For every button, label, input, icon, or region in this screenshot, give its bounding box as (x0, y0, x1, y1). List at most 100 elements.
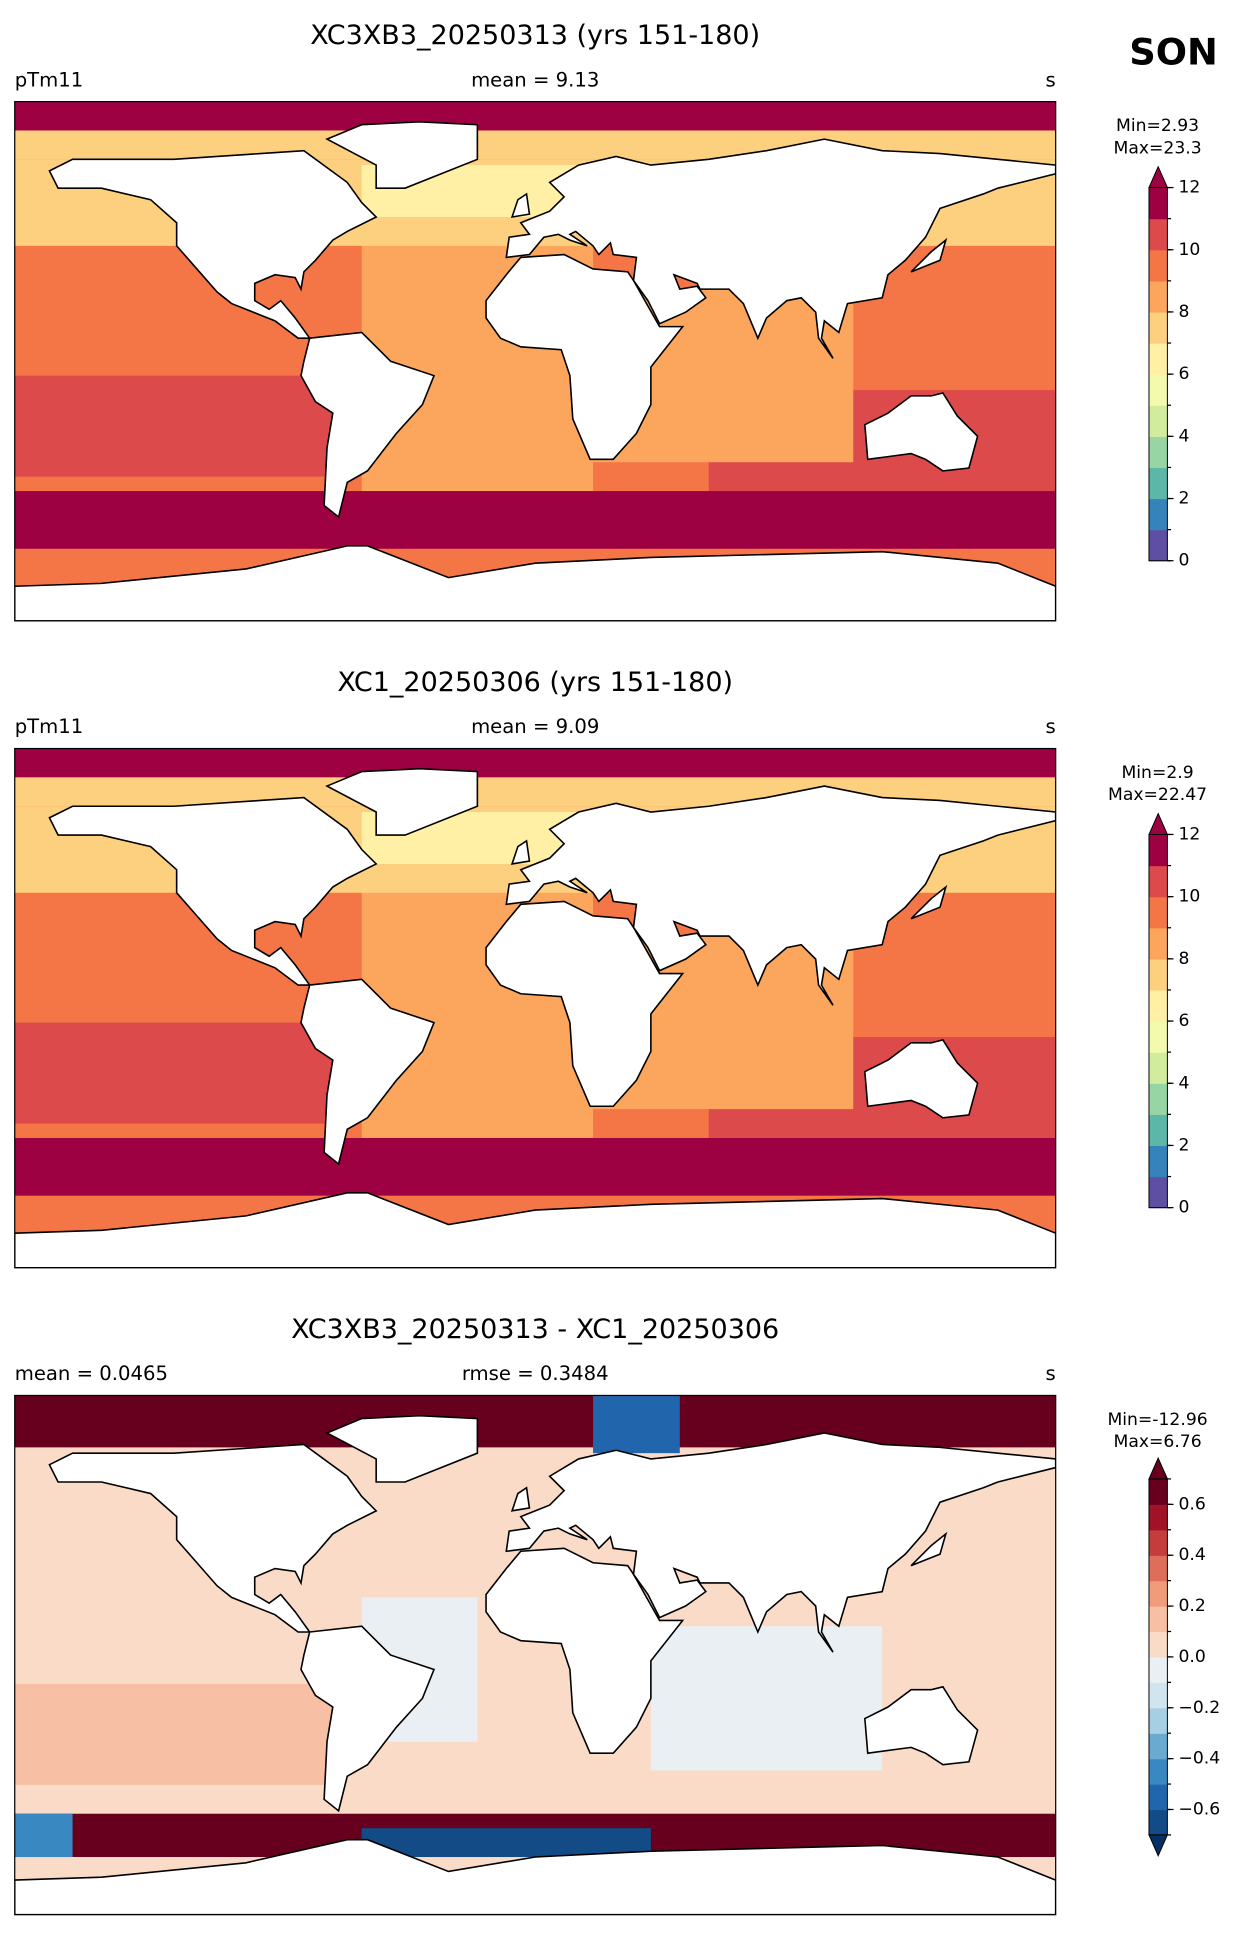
colorbar-segment (1148, 1529, 1168, 1556)
colorbar-tick-label: 0 (1178, 1198, 1189, 1218)
max-label: Max=23.3 (1114, 138, 1202, 158)
landmass (485, 900, 685, 1108)
landmass (300, 978, 436, 1166)
left-label: mean = 0.0465 (15, 1362, 168, 1385)
landmass (505, 1432, 1056, 1653)
colorbar-segment (1148, 249, 1168, 282)
landmass (864, 1685, 979, 1766)
landmass (325, 1414, 479, 1483)
colorbar-segment (1148, 1555, 1168, 1582)
colorbar-extend (1148, 812, 1169, 835)
landmass (510, 192, 531, 219)
colorbar-segment (1148, 834, 1168, 867)
colorbar-tick-label: 8 (1178, 949, 1189, 969)
colorbar-segment (1148, 343, 1168, 375)
panel-title: XC1_20250306 (yrs 151-180) (337, 667, 733, 698)
landmass (325, 767, 479, 836)
colorbar-extend (1148, 165, 1169, 189)
panel-title: XC3XB3_20250313 - XC1_20250306 (291, 1314, 779, 1345)
colorbar-segment (1148, 1478, 1168, 1505)
landmass (510, 839, 531, 865)
landmass (300, 1625, 436, 1813)
colorbar-segment (1148, 1631, 1168, 1658)
colorbar-tick-label: 0.0 (1178, 1647, 1205, 1667)
colorbar-segment (1148, 1758, 1168, 1785)
min-label: Min=-12.96 (1107, 1410, 1207, 1430)
landmass (864, 392, 979, 472)
min-label: Min=2.93 (1116, 116, 1199, 136)
colorbar-segment (1148, 529, 1168, 562)
map (14, 748, 1056, 1268)
colorbar-segment (1148, 1083, 1168, 1115)
colorbar-tick-label: 12 (1178, 178, 1200, 198)
colorbar-tick-label: −0.2 (1178, 1698, 1220, 1718)
map-frame (14, 747, 1057, 1269)
colorbar-tick-label: 6 (1178, 1011, 1189, 1031)
colorbar-segment (1148, 1114, 1168, 1147)
map-frame (14, 1394, 1057, 1916)
landmass (505, 138, 1056, 359)
landmass (864, 1038, 979, 1119)
colorbar-extend (1148, 1456, 1169, 1480)
colorbar-segment (1148, 187, 1168, 220)
ocean-field (14, 1813, 73, 1858)
ocean-field (14, 1683, 333, 1785)
landmass (910, 1531, 948, 1567)
landmass (485, 1547, 685, 1754)
colorbar-segment (1148, 1606, 1168, 1633)
colorbar-segment (1148, 311, 1168, 344)
colorbar-segment (1148, 989, 1168, 1022)
panel-title: XC3XB3_20250313 (yrs 151-180) (310, 20, 760, 51)
ocean-field (14, 748, 1056, 778)
colorbar-tick-label: 0.6 (1178, 1494, 1205, 1514)
landmass (505, 785, 1056, 1006)
landmass (485, 253, 685, 461)
landmass (910, 237, 948, 273)
left-label: pTm11 (15, 715, 84, 738)
colorbar-segment (1148, 865, 1168, 898)
ocean-field (593, 1395, 680, 1454)
landmass (510, 1486, 531, 1512)
colorbar-segment (1148, 436, 1168, 469)
map (14, 101, 1056, 621)
colorbar-tick-label: 0 (1178, 551, 1189, 571)
colorbar-segment (1148, 927, 1168, 960)
colorbar-segment (1148, 1682, 1168, 1709)
map (14, 1395, 1056, 1915)
colorbar-tick-label: 10 (1178, 887, 1200, 907)
ocean-field (14, 1395, 1056, 1448)
colorbar-segment (1148, 896, 1168, 929)
colorbar-tick-label: 10 (1178, 240, 1200, 260)
colorbar-tick-label: 2 (1178, 489, 1189, 509)
ocean-field (650, 1626, 883, 1771)
ocean-field (14, 491, 1056, 549)
max-label: Max=22.47 (1108, 785, 1207, 805)
landmass (14, 1191, 1056, 1268)
landmass (48, 796, 378, 986)
colorbar-segment (1148, 1021, 1168, 1053)
colorbar-tick-label: 12 (1178, 824, 1200, 844)
colorbar-segment (1148, 1707, 1168, 1734)
colorbar-tick-label: −0.6 (1178, 1799, 1220, 1819)
colorbar-segment (1148, 218, 1168, 251)
colorbar-tick-label: 2 (1178, 1135, 1189, 1155)
landmass (14, 545, 1056, 621)
colorbar-tick-label: 6 (1178, 364, 1189, 384)
colorbar-tick-label: 8 (1178, 302, 1189, 322)
min-label: Min=2.9 (1121, 763, 1193, 783)
map-frame (14, 101, 1057, 622)
colorbar-segment (1148, 1504, 1168, 1531)
landmass (48, 149, 378, 339)
center-label: rmse = 0.3484 (462, 1362, 609, 1385)
colorbar-tick-label: −0.4 (1178, 1749, 1220, 1769)
landmass (325, 121, 479, 189)
colorbar-segment (1148, 374, 1168, 406)
colorbar-tick-label: 0.2 (1178, 1596, 1205, 1616)
landmass (910, 884, 948, 920)
ocean-field (14, 375, 333, 477)
colorbar-segment (1148, 1733, 1168, 1760)
center-label: mean = 9.13 (471, 68, 599, 91)
colorbar-tick-label: 0.4 (1178, 1545, 1205, 1565)
